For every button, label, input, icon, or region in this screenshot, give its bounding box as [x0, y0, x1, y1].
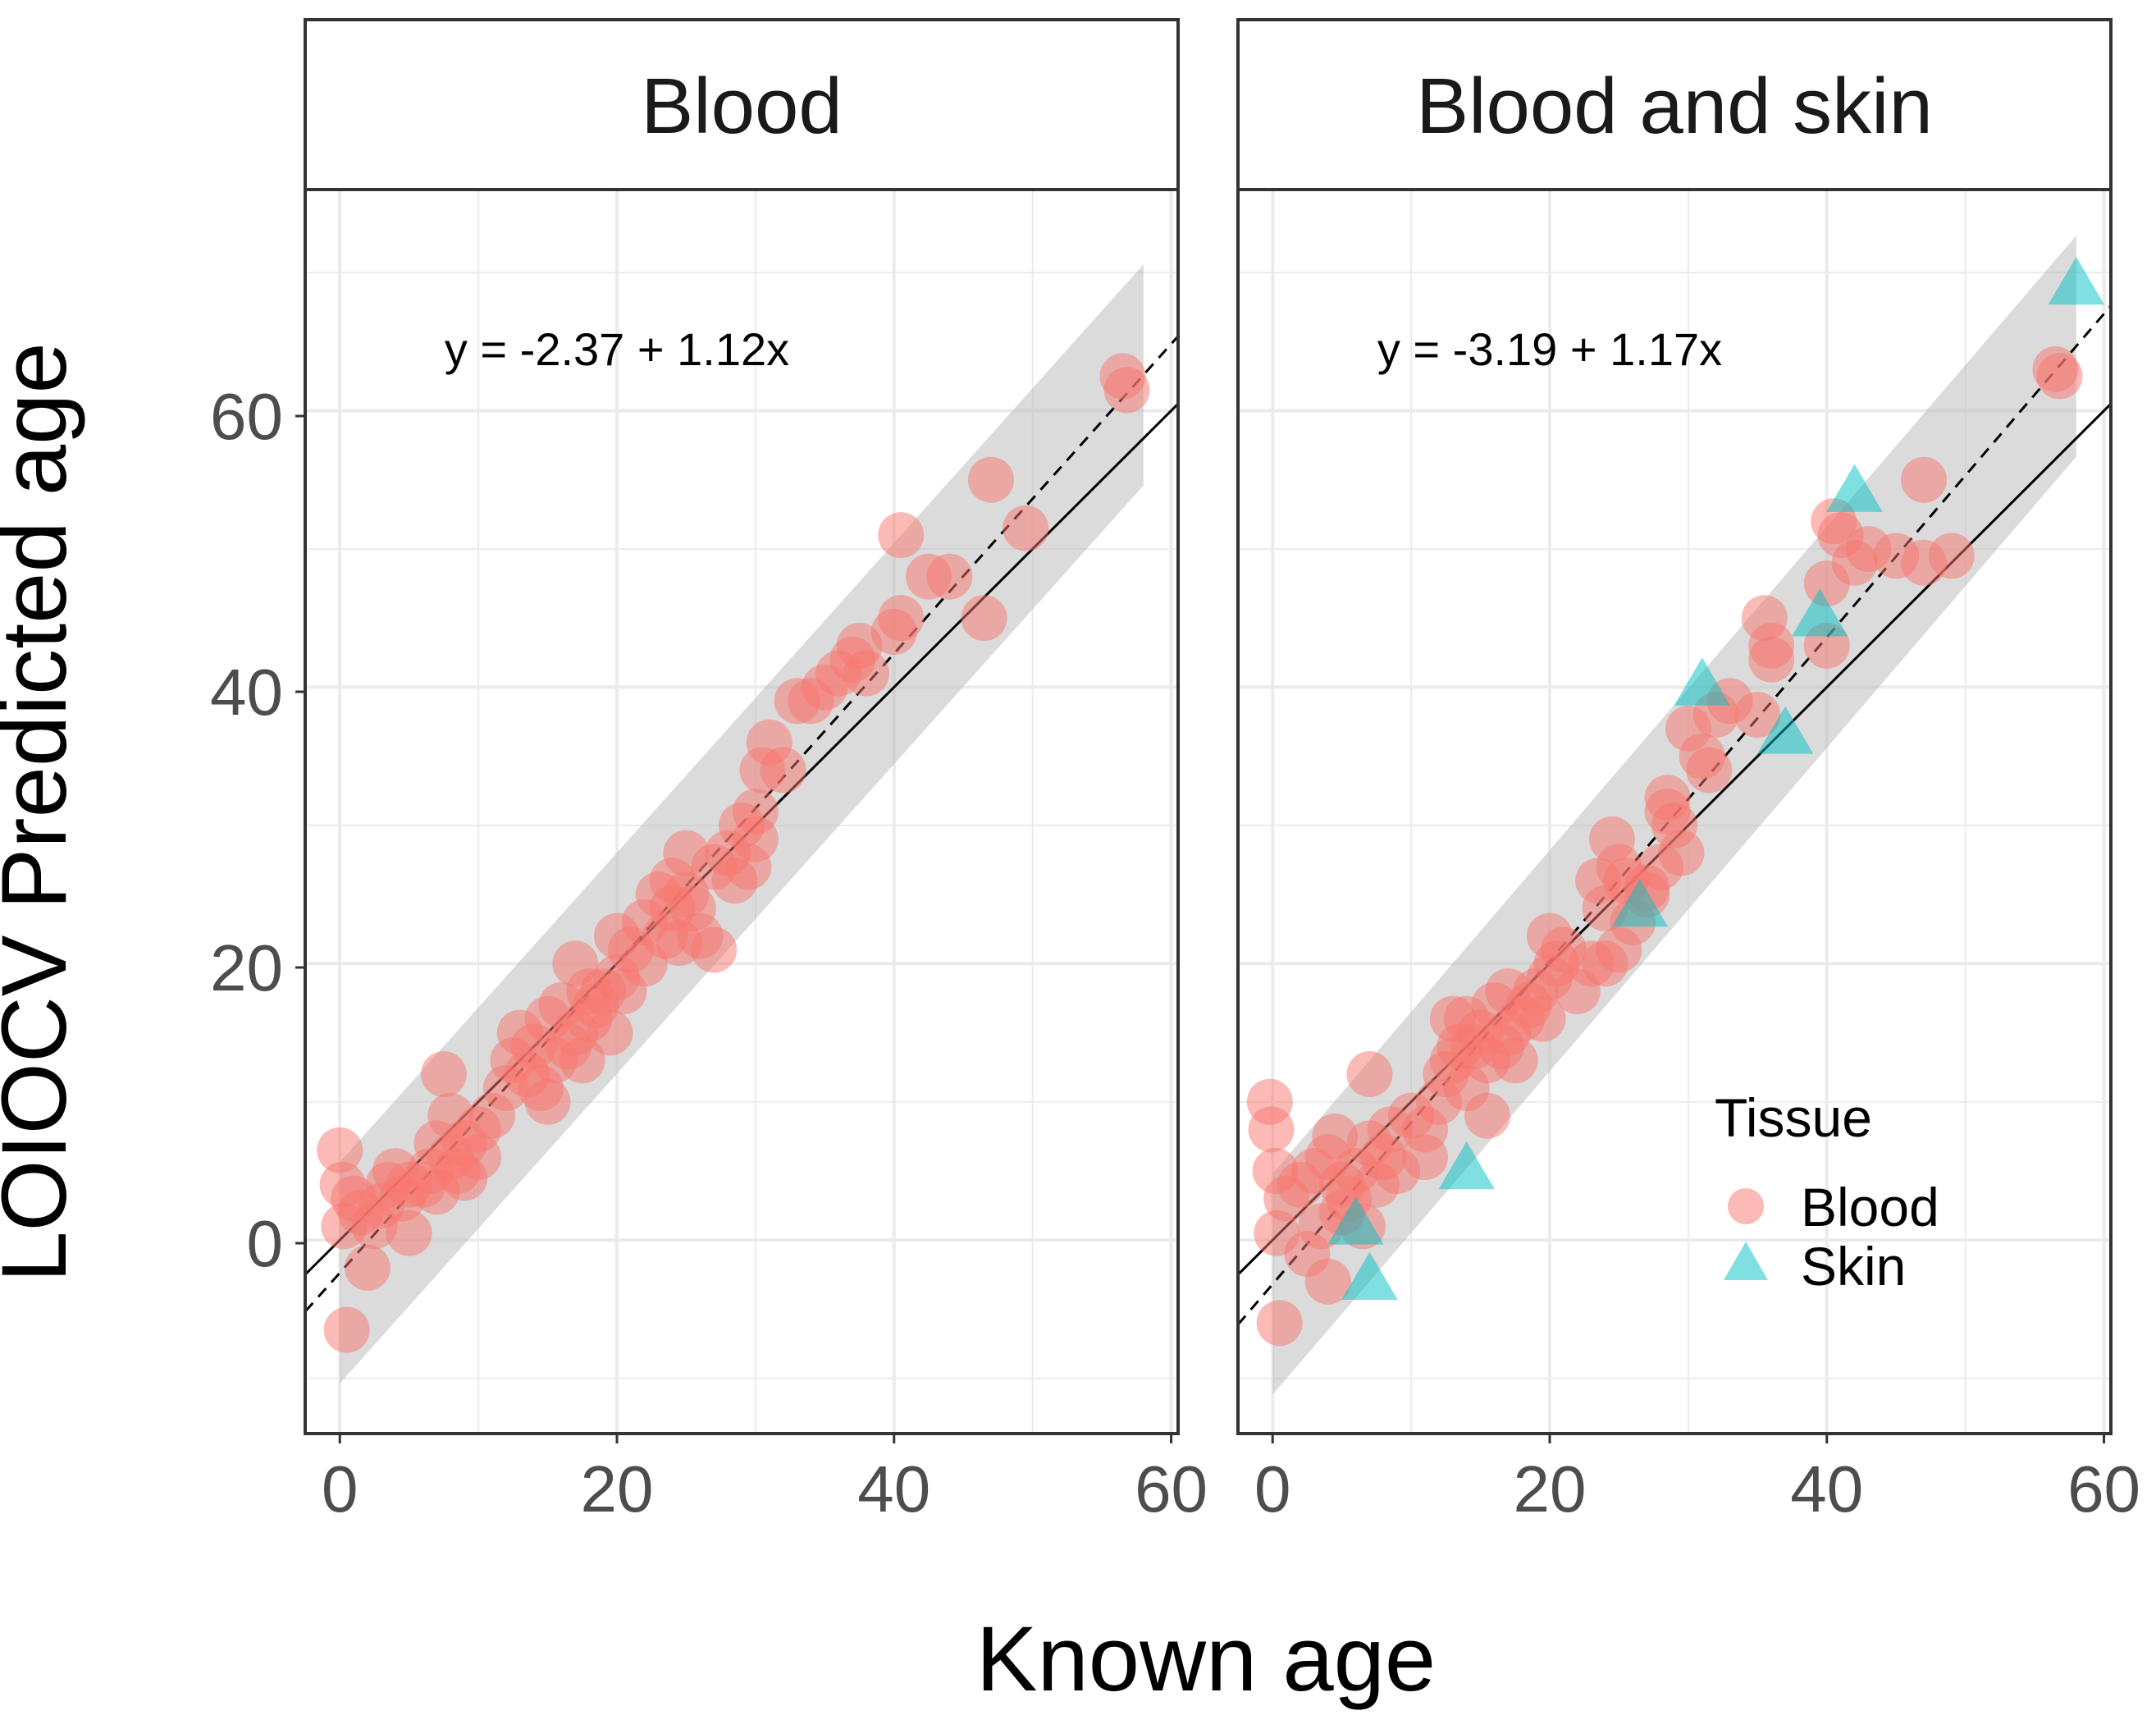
- data-point-skin: [1756, 706, 1814, 754]
- panel-blood-and-skin: Blood and skin 0 20 40 60 y = -3.19 + 1.17x: [1236, 18, 2140, 1525]
- data-point-skin: [1792, 588, 1848, 637]
- data-point-blood: [524, 1078, 571, 1125]
- data-point-blood: [386, 1210, 432, 1256]
- legend-key-blood: [1728, 1188, 1764, 1224]
- data-point-blood: [691, 926, 738, 973]
- data-point-skin: [1327, 1196, 1384, 1245]
- series-skin: [1327, 256, 2104, 1301]
- y-tick-label: 60: [210, 380, 283, 453]
- data-point-blood: [961, 595, 1007, 642]
- x-tick-label: 20: [581, 1452, 654, 1525]
- data-point-blood: [1928, 533, 1975, 579]
- data-point-blood: [345, 1244, 391, 1291]
- strip-label: Blood and skin: [1416, 62, 1933, 150]
- legend-label-blood: Blood: [1801, 1177, 1939, 1237]
- strip-label: Blood: [641, 62, 843, 150]
- data-point-blood: [1312, 1113, 1359, 1160]
- data-point-blood: [760, 747, 806, 794]
- data-point-blood: [1901, 456, 1947, 503]
- strip-background: [1236, 18, 2113, 191]
- data-point-blood: [420, 1051, 467, 1098]
- data-point-skin: [1674, 657, 1730, 706]
- data-point-blood: [1248, 1106, 1295, 1153]
- data-point-blood: [732, 816, 779, 862]
- data-point-blood: [1464, 1092, 1510, 1139]
- data-point-blood: [317, 1127, 363, 1173]
- panel-border: [304, 188, 1180, 1435]
- x-tick-label: 40: [857, 1452, 930, 1525]
- plot-area: 0 20 40 60: [1236, 188, 2140, 1525]
- strip-background: [304, 18, 1180, 191]
- data-point-blood: [1103, 367, 1150, 414]
- data-point-blood: [968, 456, 1014, 503]
- data-point-skin: [1438, 1141, 1495, 1190]
- data-point-blood: [323, 1306, 370, 1353]
- data-point-skin: [1826, 464, 1883, 512]
- data-point-blood: [2036, 353, 2083, 400]
- data-point-blood: [926, 553, 973, 600]
- data-point-skin: [2048, 256, 2104, 305]
- regression-equation: y = -2.37 + 1.12x: [445, 323, 789, 375]
- series-blood: [317, 353, 1150, 1353]
- data-point-blood: [1256, 1300, 1303, 1347]
- plot-layers: [1238, 236, 2111, 1395]
- legend-title: Tissue: [1715, 1087, 1872, 1148]
- y-tick-labels: 0 20 40 60: [210, 380, 283, 1280]
- legend: Tissue Blood Skin: [1715, 1087, 1939, 1297]
- data-point-blood: [587, 1009, 633, 1056]
- data-point-skin: [1341, 1251, 1398, 1301]
- data-point-blood: [1519, 995, 1566, 1042]
- data-point-blood: [1491, 1037, 1538, 1084]
- data-point-skin: [1611, 878, 1668, 927]
- data-point-blood: [1402, 1134, 1448, 1181]
- plot-layers: [305, 264, 1178, 1384]
- regression-equation: y = -3.19 + 1.17x: [1377, 323, 1722, 375]
- data-point-blood: [1734, 692, 1781, 739]
- data-point-blood: [1748, 636, 1795, 683]
- y-axis-title: LOIOCV Predicted age: [0, 342, 85, 1282]
- legend-label-skin: Skin: [1801, 1236, 1906, 1297]
- x-tick-label: 20: [1514, 1452, 1587, 1525]
- panel-border: [1236, 188, 2113, 1435]
- x-tick-label: 0: [1254, 1452, 1291, 1525]
- x-tick-label: 60: [2067, 1452, 2140, 1525]
- x-tick-label: 40: [1790, 1452, 1863, 1525]
- x-axis-ticks: 0 20 40 60: [1254, 1434, 2140, 1525]
- x-tick-label: 60: [1135, 1452, 1208, 1525]
- data-point-blood: [843, 650, 889, 697]
- data-point-blood: [1003, 505, 1049, 551]
- data-point-blood: [1686, 747, 1733, 794]
- legend-key-skin: [1724, 1242, 1768, 1280]
- data-point-blood: [1304, 1258, 1351, 1305]
- panel-blood: Blood 0 20 40 60 y = -2.37 + 1.12x: [304, 18, 1208, 1525]
- data-point-blood: [878, 595, 925, 642]
- x-axis-ticks: 0 20 40 60: [322, 1434, 1208, 1525]
- data-point-blood: [878, 512, 925, 559]
- x-axis-title: Known age: [976, 1608, 1436, 1710]
- data-point-blood: [1658, 830, 1705, 876]
- y-tick-label: 0: [247, 1207, 284, 1280]
- y-tick-label: 40: [210, 656, 283, 729]
- y-tick-label: 20: [210, 931, 283, 1004]
- x-tick-label: 0: [322, 1452, 359, 1525]
- data-point-blood: [1346, 1051, 1393, 1098]
- plot-area: 0 20 40 60: [304, 188, 1208, 1525]
